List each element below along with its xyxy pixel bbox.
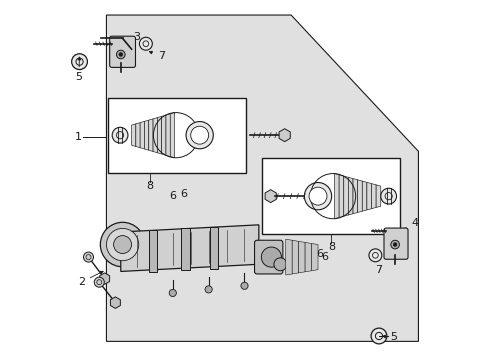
Polygon shape bbox=[121, 225, 258, 271]
Circle shape bbox=[185, 122, 213, 149]
Text: 6: 6 bbox=[316, 248, 323, 258]
Bar bbox=[148, 230, 157, 272]
Circle shape bbox=[83, 252, 93, 262]
Text: 8: 8 bbox=[146, 181, 153, 192]
Circle shape bbox=[106, 228, 139, 261]
Polygon shape bbox=[140, 121, 144, 149]
Text: 6: 6 bbox=[180, 189, 186, 199]
Polygon shape bbox=[131, 124, 136, 147]
Polygon shape bbox=[292, 240, 298, 274]
Polygon shape bbox=[343, 176, 347, 216]
Polygon shape bbox=[347, 177, 352, 215]
Polygon shape bbox=[165, 114, 170, 157]
Circle shape bbox=[112, 127, 128, 143]
Circle shape bbox=[116, 50, 125, 59]
Polygon shape bbox=[375, 185, 380, 207]
Polygon shape bbox=[298, 241, 305, 273]
Polygon shape bbox=[106, 15, 418, 341]
Text: 5: 5 bbox=[75, 57, 82, 82]
Text: 6: 6 bbox=[321, 252, 327, 262]
Polygon shape bbox=[362, 181, 366, 211]
Polygon shape bbox=[285, 239, 292, 275]
Bar bbox=[262, 158, 400, 234]
Circle shape bbox=[169, 289, 176, 297]
FancyBboxPatch shape bbox=[254, 240, 282, 274]
Polygon shape bbox=[352, 179, 357, 214]
Polygon shape bbox=[157, 116, 162, 154]
Circle shape bbox=[190, 126, 208, 144]
Text: 4: 4 bbox=[397, 218, 418, 232]
Circle shape bbox=[139, 37, 152, 50]
Bar bbox=[108, 98, 246, 173]
Bar bbox=[209, 227, 218, 269]
Bar bbox=[181, 228, 189, 270]
Polygon shape bbox=[366, 182, 371, 210]
Text: 7: 7 bbox=[149, 51, 164, 61]
Circle shape bbox=[72, 54, 87, 69]
Circle shape bbox=[261, 247, 281, 267]
Polygon shape bbox=[305, 242, 311, 272]
Circle shape bbox=[94, 277, 104, 287]
Text: 6: 6 bbox=[169, 191, 176, 201]
Circle shape bbox=[368, 249, 381, 262]
Polygon shape bbox=[136, 123, 140, 148]
Polygon shape bbox=[279, 129, 290, 141]
Circle shape bbox=[308, 187, 326, 205]
Text: 1: 1 bbox=[75, 132, 82, 142]
Circle shape bbox=[380, 188, 396, 204]
Circle shape bbox=[370, 328, 386, 344]
Polygon shape bbox=[148, 119, 153, 152]
Text: 3: 3 bbox=[110, 32, 140, 46]
Polygon shape bbox=[371, 184, 375, 209]
Polygon shape bbox=[264, 190, 276, 203]
Text: 2: 2 bbox=[78, 271, 103, 287]
Polygon shape bbox=[357, 180, 362, 212]
FancyBboxPatch shape bbox=[383, 228, 407, 259]
Polygon shape bbox=[170, 113, 174, 158]
Polygon shape bbox=[339, 175, 343, 217]
Circle shape bbox=[392, 243, 396, 246]
Polygon shape bbox=[100, 273, 109, 284]
Circle shape bbox=[273, 258, 286, 271]
Text: 8: 8 bbox=[327, 242, 334, 252]
Circle shape bbox=[204, 286, 212, 293]
FancyBboxPatch shape bbox=[109, 36, 135, 67]
Polygon shape bbox=[311, 243, 317, 271]
Polygon shape bbox=[153, 118, 157, 153]
Circle shape bbox=[100, 222, 144, 267]
Polygon shape bbox=[334, 174, 339, 219]
Text: 7: 7 bbox=[374, 252, 382, 275]
Polygon shape bbox=[144, 120, 148, 150]
Polygon shape bbox=[110, 297, 120, 309]
Text: 5: 5 bbox=[382, 332, 396, 342]
Circle shape bbox=[241, 282, 247, 289]
Circle shape bbox=[119, 53, 122, 56]
Circle shape bbox=[113, 235, 131, 253]
Circle shape bbox=[390, 240, 399, 249]
Circle shape bbox=[304, 183, 331, 210]
Polygon shape bbox=[162, 115, 165, 155]
